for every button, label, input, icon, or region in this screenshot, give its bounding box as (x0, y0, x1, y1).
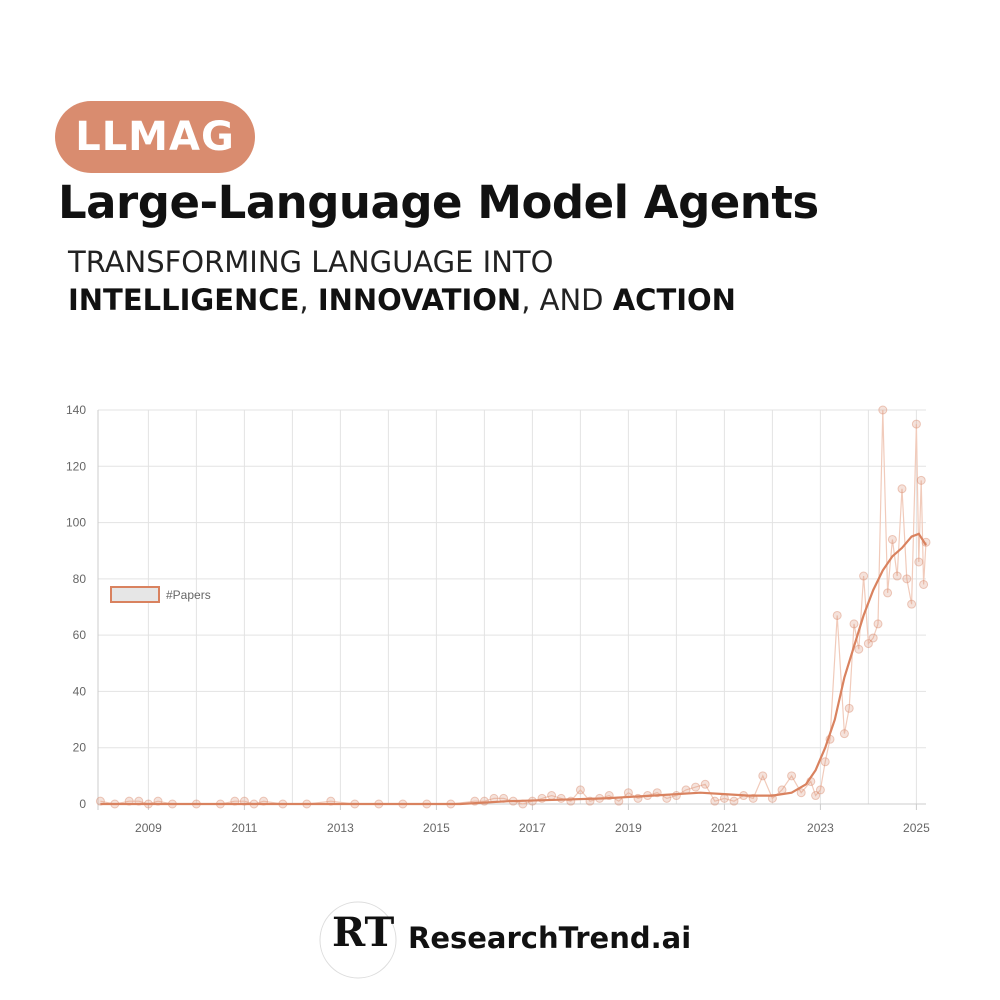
data-point (820, 757, 830, 767)
data-point (700, 779, 710, 789)
subtitle-line-1: TRANSFORMING LANGUAGE INTO (68, 245, 554, 279)
data-point (623, 788, 633, 798)
data-point (671, 791, 681, 801)
data-point (796, 788, 806, 798)
data-point (479, 796, 489, 806)
data-point (691, 782, 701, 792)
y-tick-label: 20 (73, 741, 87, 755)
legend-swatch (110, 586, 160, 603)
subtitle-word-innovation: INNOVATION (317, 283, 522, 317)
y-tick-label: 140 (66, 403, 86, 417)
data-point (832, 610, 842, 620)
data-point (863, 639, 873, 649)
y-tick-label: 100 (66, 516, 86, 530)
data-point (897, 484, 907, 494)
data-point (844, 703, 854, 713)
data-point (916, 475, 926, 485)
x-tick-label: 2013 (327, 821, 354, 835)
x-tick-label: 2025 (903, 821, 930, 835)
data-point (854, 644, 864, 654)
data-point (556, 793, 566, 803)
data-point (892, 571, 902, 581)
data-point (868, 633, 878, 643)
y-tick-label: 0 (79, 797, 86, 811)
x-tick-label: 2009 (135, 821, 162, 835)
data-point (849, 619, 859, 629)
data-point (873, 619, 883, 629)
x-tick-label: 2019 (615, 821, 642, 835)
data-point (710, 796, 720, 806)
subtitle-word-action: ACTION (612, 283, 736, 317)
data-point (887, 534, 897, 544)
subtitle-line-2: INTELLIGENCE, INNOVATION, AND ACTION (68, 283, 948, 317)
data-point (758, 771, 768, 781)
data-point (729, 796, 739, 806)
data-point (902, 574, 912, 584)
data-point (883, 588, 893, 598)
data-point (787, 771, 797, 781)
subtitle-separator-2: , AND (521, 283, 613, 317)
x-tick-label: 2023 (807, 821, 834, 835)
x-tick-label: 2011 (231, 821, 257, 835)
x-tick-label: 2017 (519, 821, 546, 835)
y-tick-label: 120 (66, 459, 86, 473)
series-raw-line (100, 409, 927, 805)
subtitle-separator-1: , (299, 283, 318, 317)
researchtrend-logo-icon: RT (319, 901, 397, 979)
data-point (907, 599, 917, 609)
data-point (859, 571, 869, 581)
data-point (878, 405, 888, 415)
x-tick-label: 2015 (423, 821, 450, 835)
y-tick-label: 80 (73, 572, 87, 586)
y-tick-label: 60 (73, 628, 87, 642)
data-point (911, 419, 921, 429)
data-point (919, 579, 929, 589)
logo-letter-r: RT (332, 909, 395, 956)
data-point (811, 791, 821, 801)
y-tick-label: 40 (73, 684, 87, 698)
data-point (719, 793, 729, 803)
brand-name: ResearchTrend.ai (408, 921, 692, 955)
data-point (839, 729, 849, 739)
data-point (575, 785, 585, 795)
x-tick-label: 2021 (711, 821, 738, 835)
legend-label: #Papers (166, 588, 211, 602)
subtitle-word-intelligence: INTELLIGENCE (68, 283, 300, 317)
data-point (914, 557, 924, 567)
series-trend-line (100, 532, 927, 806)
topic-badge: LLMAG (55, 101, 255, 173)
page-title: Large-Language Model Agents (58, 176, 819, 229)
papers-line-chart: 0 20 40 60 80 100 120 140 2009 2011 2013 2015 2017 20… (66, 403, 931, 835)
data-point (547, 791, 557, 801)
data-point (815, 785, 825, 795)
